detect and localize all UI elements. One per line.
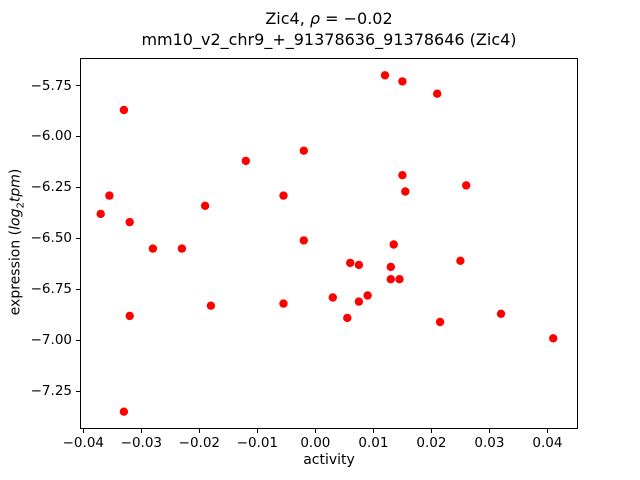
scatter-point <box>386 262 395 272</box>
scatter-point <box>241 156 250 166</box>
x-tick-mark <box>546 429 548 433</box>
scatter-point <box>206 301 216 310</box>
y-tick-mark <box>76 237 80 239</box>
ylabel-log: log <box>7 208 24 230</box>
chart-title-line2: mm10_v2_chr9_+_91378636_91378646 (Zic4) <box>141 30 517 49</box>
x-tick-mark <box>198 429 200 433</box>
x-tick-label: 0.01 <box>358 435 389 451</box>
scatter-point <box>279 191 288 200</box>
y-tick-label: −6.50 <box>30 230 72 247</box>
scatter-point <box>177 244 187 253</box>
y-tick-label: −6.25 <box>30 179 72 196</box>
scatter-point <box>299 236 308 245</box>
scatter-point <box>119 407 129 416</box>
x-tick-label: 0.03 <box>474 435 505 451</box>
x-tick-mark <box>430 429 432 433</box>
x-tick-label: −0.03 <box>120 435 163 451</box>
scatter-point <box>354 260 364 270</box>
scatter-point <box>496 309 506 318</box>
scatter-point <box>148 244 158 253</box>
ylabel-sub: 2 <box>15 202 27 209</box>
title-prefix: Zic4, <box>265 9 310 28</box>
x-tick-mark <box>372 429 374 433</box>
scatter-point <box>363 291 372 300</box>
scatter-point <box>398 171 407 180</box>
chart-title: Zic4, ρ = −0.02 mm10_v2_chr9_+_91378636_… <box>80 8 578 50</box>
scatter-point <box>456 256 465 265</box>
y-tick-mark <box>76 339 80 341</box>
scatter-point <box>119 105 129 115</box>
scatter-point <box>398 77 407 86</box>
rho-symbol: ρ <box>309 9 321 28</box>
x-tick-label: 0.04 <box>532 435 563 451</box>
scatter-points-layer <box>96 71 558 416</box>
x-tick-mark <box>488 429 490 433</box>
scatter-point <box>96 209 105 219</box>
chart-title-line1: Zic4, ρ = −0.02 <box>80 8 578 29</box>
scatter-point <box>125 217 134 227</box>
x-tick-mark <box>256 429 258 433</box>
scatter-point <box>395 275 404 284</box>
scatter-point <box>433 89 442 98</box>
scatter-point <box>299 146 308 155</box>
ylabel-suffix: ) <box>7 168 24 175</box>
x-tick-mark <box>140 429 142 433</box>
x-tick-label: −0.04 <box>62 435 104 451</box>
scatter-point <box>328 293 337 302</box>
scatter-point <box>435 317 445 327</box>
scatter-point <box>279 299 288 308</box>
title-value: = −0.02 <box>320 9 393 28</box>
x-tick-mark <box>82 429 84 433</box>
y-tick-label: −6.00 <box>30 128 72 145</box>
scatter-point <box>462 181 471 190</box>
x-tick-label: −0.01 <box>236 435 279 451</box>
x-tick-mark <box>314 429 316 433</box>
y-tick-label: −7.25 <box>30 383 72 400</box>
scatter-point <box>343 313 352 323</box>
y-tick-label: −5.75 <box>30 77 72 94</box>
x-tick-label: 0.00 <box>300 435 331 451</box>
scatter-point <box>354 297 364 306</box>
scatter-point <box>125 311 134 321</box>
y-tick-mark <box>76 186 80 188</box>
plot-area <box>80 58 578 429</box>
y-tick-mark <box>76 85 80 86</box>
x-axis-label: activity <box>303 452 355 468</box>
scatter-point <box>105 191 114 200</box>
scatter-point <box>549 334 558 343</box>
y-tick-mark <box>76 390 80 392</box>
scatter-point <box>380 71 390 80</box>
y-tick-mark <box>76 135 80 137</box>
scatter-point <box>346 258 355 268</box>
scatter-point <box>389 240 398 249</box>
y-tick-mark <box>76 288 80 290</box>
x-tick-label: −0.02 <box>178 435 221 451</box>
scatter-point <box>386 275 395 284</box>
y-tick-label: −6.75 <box>30 281 72 298</box>
scatter-point <box>401 187 410 196</box>
x-tick-label: 0.02 <box>416 435 447 451</box>
scatter-point <box>200 201 210 210</box>
y-tick-label: −7.00 <box>30 332 72 349</box>
